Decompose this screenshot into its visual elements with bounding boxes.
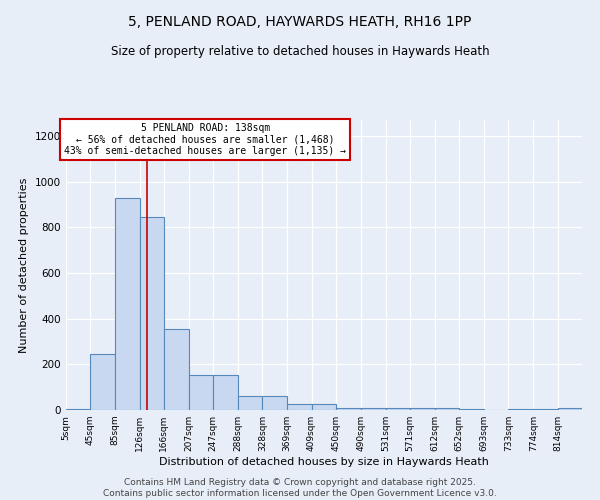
Bar — [189, 374, 213, 410]
Bar — [91, 354, 115, 410]
Y-axis label: Number of detached properties: Number of detached properties — [19, 178, 29, 352]
Text: Contains HM Land Registry data © Crown copyright and database right 2025.
Contai: Contains HM Land Registry data © Crown c… — [103, 478, 497, 498]
Text: Size of property relative to detached houses in Haywards Heath: Size of property relative to detached ho… — [110, 45, 490, 58]
Bar — [361, 408, 386, 410]
Bar — [557, 408, 582, 410]
Bar — [140, 217, 164, 410]
Bar — [533, 409, 557, 410]
X-axis label: Distribution of detached houses by size in Haywards Heath: Distribution of detached houses by size … — [159, 457, 489, 467]
Bar — [337, 408, 361, 410]
Bar — [435, 408, 459, 410]
Bar — [386, 408, 410, 410]
Bar — [311, 404, 337, 410]
Bar — [238, 396, 262, 410]
Bar — [459, 409, 484, 410]
Text: 5, PENLAND ROAD, HAYWARDS HEATH, RH16 1PP: 5, PENLAND ROAD, HAYWARDS HEATH, RH16 1P… — [128, 15, 472, 29]
Bar — [287, 404, 311, 410]
Bar — [508, 409, 533, 410]
Bar — [410, 408, 435, 410]
Bar — [115, 198, 140, 410]
Text: 5 PENLAND ROAD: 138sqm
← 56% of detached houses are smaller (1,468)
43% of semi-: 5 PENLAND ROAD: 138sqm ← 56% of detached… — [64, 123, 346, 156]
Bar — [213, 374, 238, 410]
Bar — [164, 329, 189, 410]
Bar — [66, 409, 91, 410]
Bar — [262, 396, 287, 410]
